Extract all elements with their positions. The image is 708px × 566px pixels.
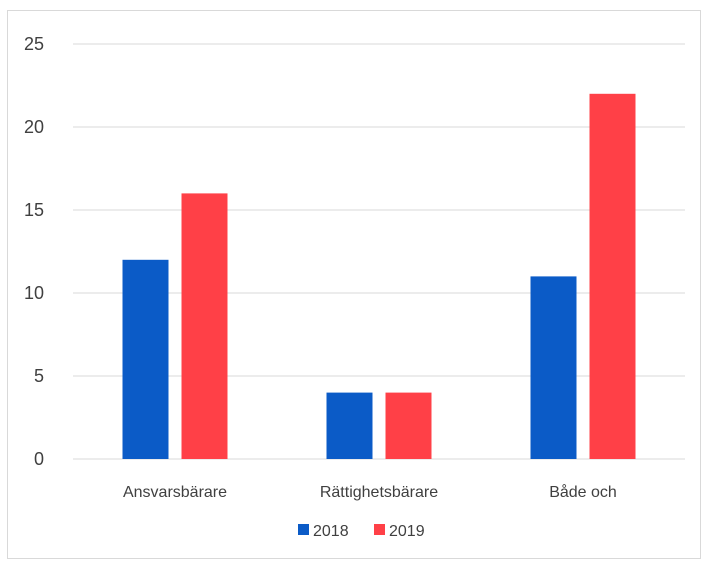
legend-label: 2018 <box>313 523 349 540</box>
legend-label: 2019 <box>389 523 425 540</box>
category-label: Ansvarsbärare <box>123 484 227 501</box>
y-tick-label: 25 <box>24 34 44 54</box>
bar-2018-0 <box>122 259 169 459</box>
y-tick-label: 5 <box>34 366 44 386</box>
legend-swatch-2019 <box>374 524 385 535</box>
category-label: Både och <box>549 483 617 501</box>
bar-2019-0 <box>181 193 228 459</box>
y-tick-label: 10 <box>24 283 44 303</box>
bar-2019-2 <box>589 93 636 460</box>
bar-2019-1 <box>385 392 432 459</box>
category-label: Rättighetsbärare <box>320 484 438 501</box>
bar-2018-2 <box>530 276 577 459</box>
y-tick-label: 20 <box>24 117 44 137</box>
bar-2018-1 <box>326 392 373 459</box>
y-tick-label: 15 <box>24 200 44 220</box>
legend-swatch-2018 <box>298 524 309 535</box>
y-tick-label: 0 <box>34 449 44 469</box>
